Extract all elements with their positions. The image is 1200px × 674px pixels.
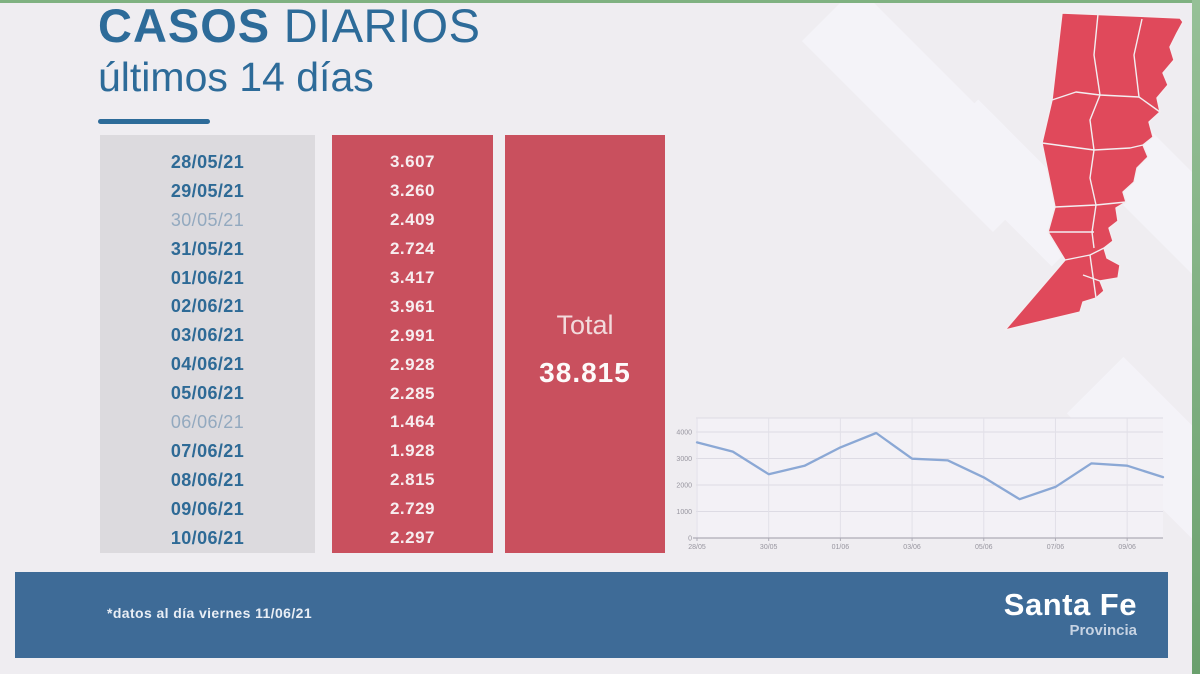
x-axis-tick-label: 09/06: [1118, 544, 1136, 551]
y-axis-tick-label: 0: [688, 536, 692, 543]
case-value-cell: 2.991: [389, 325, 436, 345]
title-word-diarios: DIARIOS: [270, 0, 481, 52]
x-axis-tick-label: 30/05: [760, 544, 778, 551]
case-value-cell: 3.961: [389, 296, 436, 316]
values-column-rows: 3.607 3.260 2.409 2.724 3.417 3.961 2.991 2.928…: [332, 135, 493, 552]
capture-edge-top: [0, 0, 1200, 3]
case-value-cell: 3.417: [389, 268, 436, 287]
case-value-cell: 2.928: [389, 354, 436, 374]
case-value-cell: 1.928: [389, 441, 436, 461]
capture-edge-right: [1192, 0, 1200, 674]
x-axis-tick-label: 05/06: [975, 544, 993, 551]
case-value-cell: 3.260: [389, 181, 436, 201]
page-title: CASOS DIARIOS: [98, 0, 480, 52]
case-value-cell: 2.815: [389, 470, 436, 490]
x-axis-tick-label: 07/06: [1047, 544, 1065, 551]
x-axis-tick-label: 28/05: [688, 544, 706, 551]
date-cell: 06/06/21: [170, 411, 245, 432]
date-cell: 31/05/21: [170, 238, 245, 259]
page-header: CASOS DIARIOS últimos 14 días: [98, 0, 480, 99]
date-cell: 04/06/21: [170, 354, 245, 375]
date-cell: 03/06/21: [170, 325, 245, 346]
cases-line-series: [695, 431, 1165, 501]
total-label: Total: [556, 309, 614, 340]
case-value-cell: 3.607: [389, 152, 436, 172]
case-value-cell: 2.297: [389, 528, 436, 548]
x-axis-tick-label: 03/06: [903, 544, 921, 551]
y-axis-tick-label: 3000: [676, 456, 692, 463]
date-cell: 07/06/21: [170, 440, 245, 461]
total-value: 38.815: [539, 356, 631, 388]
y-axis-tick-label: 1000: [676, 509, 692, 516]
brand-subtitle: Provincia: [1069, 622, 1137, 639]
date-cell: 28/05/21: [170, 151, 245, 172]
department-borders: [1041, 13, 1161, 299]
y-axis-tick-label: 4000: [676, 430, 692, 437]
cases-column: 3.607 3.260 2.409 2.724 3.417 3.961 2.991 2.928…: [332, 135, 493, 553]
date-cell: 02/06/21: [170, 296, 245, 317]
date-cell: 10/06/21: [170, 527, 245, 548]
date-cell: 30/05/21: [170, 209, 245, 230]
daily-cases-line-chart: 0 1000 2000 3000 4000 28/05 30/05 01/06 03/06 05/…: [676, 417, 1165, 551]
dates-column-rows: 28/05/21 29/05/21 30/05/21 31/05/21 01/06/21…: [100, 135, 315, 552]
total-column: Total 38.815: [505, 135, 665, 553]
x-axis-tick-label: 01/06: [832, 544, 850, 551]
daily-cases-chart-container: 0 1000 2000 3000 4000 28/05 30/05 01/06 03/06 05/…: [675, 412, 1175, 557]
case-value-cell: 2.724: [389, 239, 436, 259]
date-cell: 01/06/21: [170, 267, 245, 288]
santa-fe-provincia-logo: Santa Fe Provincia: [1004, 589, 1137, 638]
y-axis-tick-label: 2000: [676, 483, 692, 490]
title-word-casos: CASOS: [98, 0, 271, 52]
case-value-cell: 2.285: [389, 383, 436, 403]
brand-name: Santa Fe: [1003, 587, 1137, 622]
footer-bar: *datos al día viernes 11/06/21 Santa Fe …: [15, 572, 1168, 658]
case-value-cell: 2.409: [389, 210, 436, 230]
case-value-cell: 1.464: [389, 412, 436, 432]
footer-note: *datos al día viernes 11/06/21: [107, 605, 313, 621]
dates-column: 28/05/21 29/05/21 30/05/21 31/05/21 01/06/21…: [100, 135, 315, 553]
date-cell: 29/05/21: [170, 180, 245, 201]
santa-fe-map-container: [1000, 0, 1200, 340]
page-subtitle: últimos 14 días: [98, 54, 374, 100]
case-value-cell: 2.729: [389, 499, 436, 519]
date-cell: 05/06/21: [170, 383, 245, 404]
title-underline: [98, 119, 210, 124]
date-cell: 08/06/21: [170, 469, 245, 490]
santa-fe-province-map: [1004, 12, 1184, 331]
date-cell: 09/06/21: [170, 498, 245, 519]
